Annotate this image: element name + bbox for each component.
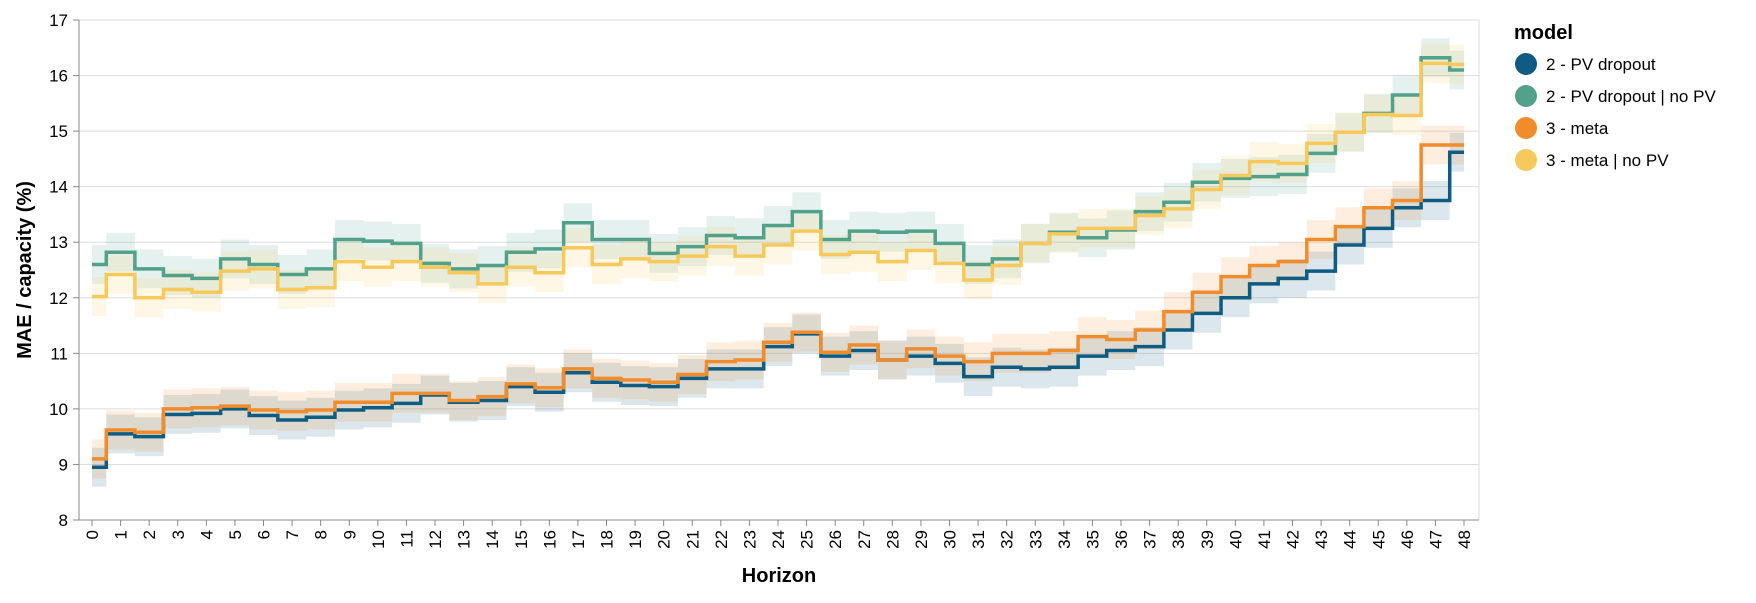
legend-item: 2 - PV dropout	[1515, 53, 1656, 75]
x-tick-label: 20	[655, 530, 674, 549]
legend-swatch	[1515, 53, 1537, 75]
y-tick-label: 10	[49, 400, 68, 419]
legend-item: 2 - PV dropout | no PV	[1515, 85, 1716, 107]
x-tick-label: 12	[426, 530, 445, 549]
series-line	[92, 143, 1464, 461]
x-tick-label: 14	[483, 530, 502, 549]
x-tick-label: 3	[169, 530, 188, 539]
x-tick-label: 24	[769, 530, 788, 549]
x-tick-label: 35	[1083, 530, 1102, 549]
series-lines	[92, 56, 1464, 469]
y-tick-label: 12	[49, 289, 68, 308]
legend-swatch	[1515, 85, 1537, 107]
x-tick-label: 5	[226, 530, 245, 539]
y-tick-label: 13	[49, 233, 68, 252]
x-tick-label: 32	[998, 530, 1017, 549]
x-tick-label: 28	[883, 530, 902, 549]
x-tick-label: 30	[941, 530, 960, 549]
y-tick-label: 11	[50, 344, 68, 363]
x-tick-label: 44	[1341, 530, 1360, 549]
y-tick-label: 16	[49, 67, 68, 86]
x-tick-label: 37	[1141, 530, 1160, 549]
x-tick-label: 6	[255, 530, 274, 539]
legend-label: 2 - PV dropout | no PV	[1546, 87, 1716, 106]
x-tick-label: 4	[197, 530, 216, 539]
x-tick-label: 10	[369, 530, 388, 549]
y-tick-label: 8	[59, 511, 68, 530]
legend-item: 3 - meta	[1515, 117, 1609, 139]
x-tick-label: 22	[712, 530, 731, 549]
x-tick-label: 34	[1055, 530, 1074, 549]
x-tick-label: 9	[340, 530, 359, 539]
x-tick-label: 1	[112, 530, 131, 539]
y-axis-title: MAE / capacity (%)	[14, 181, 36, 359]
x-tick-label: 23	[740, 530, 759, 549]
x-tick-label: 47	[1426, 530, 1445, 549]
series-line	[92, 150, 1464, 469]
legend-label: 3 - meta	[1546, 119, 1609, 138]
legend-title: model	[1514, 22, 1573, 44]
series-line	[92, 56, 1464, 281]
x-tick-label: 19	[626, 530, 645, 549]
x-tick-label: 46	[1398, 530, 1417, 549]
x-tick-label: 16	[540, 530, 559, 549]
y-tick-label: 17	[49, 11, 68, 30]
x-tick-label: 40	[1226, 530, 1245, 549]
x-tick-label: 33	[1026, 530, 1045, 549]
x-tick-label: 7	[283, 530, 302, 539]
x-tick-label: 8	[312, 530, 331, 539]
x-tick-label: 48	[1455, 530, 1474, 549]
x-tick-label: 26	[826, 530, 845, 549]
x-tick-label: 27	[855, 530, 874, 549]
x-tick-label: 29	[912, 530, 931, 549]
legend-swatch	[1515, 149, 1537, 171]
legend: model 2 - PV dropout 2 - PV dropout | no P…	[1514, 22, 1716, 171]
x-tick-label: 21	[683, 530, 702, 549]
y-tick-label: 9	[59, 455, 68, 474]
x-axis-title: Horizon	[742, 565, 816, 587]
x-tick-label: 11	[397, 530, 416, 548]
x-tick-label: 45	[1369, 530, 1388, 549]
x-tick-label: 15	[512, 530, 531, 549]
x-tick-label: 36	[1112, 530, 1131, 549]
y-tick-label: 14	[49, 178, 68, 197]
y-tick-label: 15	[49, 122, 68, 141]
legend-label: 2 - PV dropout	[1546, 55, 1656, 74]
legend-swatch	[1515, 117, 1537, 139]
x-axis: 0 1 2 3 4 5 6 7 8 9 10 11 12 13 14 15 16 17 18 19 20 21 22 23 24…	[83, 520, 1474, 549]
x-tick-label: 2	[140, 530, 159, 539]
x-tick-label: 38	[1169, 530, 1188, 549]
x-tick-label: 43	[1312, 530, 1331, 549]
x-tick-label: 31	[969, 530, 988, 549]
y-axis: 8 9 10 11 12 13 14 15 16 17	[49, 11, 79, 530]
x-tick-label: 41	[1255, 530, 1274, 549]
x-tick-label: 13	[455, 530, 474, 549]
x-tick-label: 42	[1284, 530, 1303, 549]
x-tick-label: 18	[598, 530, 617, 549]
legend-label: 3 - meta | no PV	[1546, 151, 1669, 170]
x-tick-label: 17	[569, 530, 588, 549]
x-tick-label: 0	[83, 530, 102, 539]
x-tick-label: 25	[798, 530, 817, 549]
series-line	[92, 61, 1464, 300]
legend-item: 3 - meta | no PV	[1515, 149, 1669, 171]
x-tick-label: 39	[1198, 530, 1217, 549]
